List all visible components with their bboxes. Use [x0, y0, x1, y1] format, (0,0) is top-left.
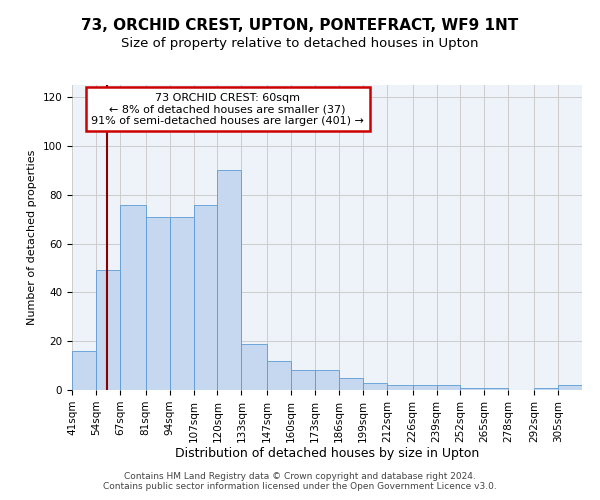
Y-axis label: Number of detached properties: Number of detached properties [27, 150, 37, 325]
Bar [267, 360, 291, 390]
Bar [339, 378, 363, 390]
Bar [558, 385, 582, 390]
Bar [534, 388, 558, 390]
Bar [96, 270, 120, 390]
Bar [413, 385, 437, 390]
Bar [72, 351, 96, 390]
Bar [146, 217, 170, 390]
Text: Contains public sector information licensed under the Open Government Licence v3: Contains public sector information licen… [103, 482, 497, 491]
Bar [241, 344, 267, 390]
Bar [291, 370, 315, 390]
Text: 73, ORCHID CREST, UPTON, PONTEFRACT, WF9 1NT: 73, ORCHID CREST, UPTON, PONTEFRACT, WF9… [82, 18, 518, 32]
Bar [120, 204, 146, 390]
Text: Size of property relative to detached houses in Upton: Size of property relative to detached ho… [121, 38, 479, 51]
Bar [217, 170, 241, 390]
Bar [484, 388, 508, 390]
Bar [387, 385, 413, 390]
X-axis label: Distribution of detached houses by size in Upton: Distribution of detached houses by size … [175, 448, 479, 460]
Bar [315, 370, 339, 390]
Bar [437, 385, 460, 390]
Text: Contains HM Land Registry data © Crown copyright and database right 2024.: Contains HM Land Registry data © Crown c… [124, 472, 476, 481]
Bar [170, 217, 194, 390]
Bar [363, 382, 387, 390]
Bar [194, 204, 217, 390]
Bar [460, 388, 484, 390]
Text: 73 ORCHID CREST: 60sqm
← 8% of detached houses are smaller (37)
91% of semi-deta: 73 ORCHID CREST: 60sqm ← 8% of detached … [91, 92, 364, 126]
